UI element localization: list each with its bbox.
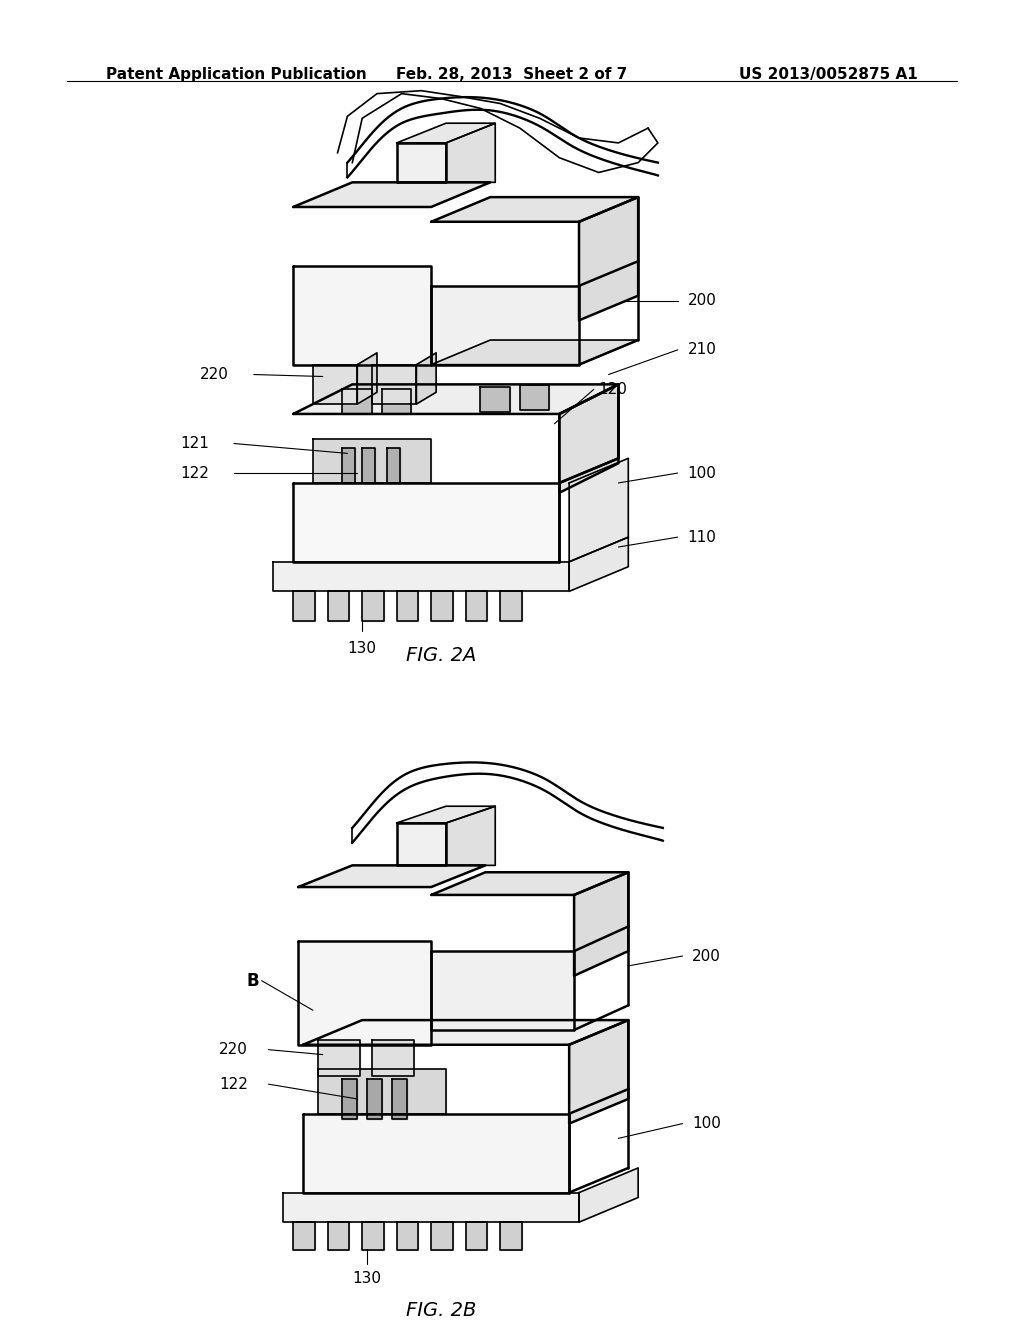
Polygon shape (317, 1040, 360, 1076)
Polygon shape (362, 449, 375, 483)
Polygon shape (313, 364, 357, 404)
Polygon shape (293, 384, 618, 414)
Polygon shape (569, 537, 629, 591)
Text: 130: 130 (352, 1271, 382, 1287)
Polygon shape (574, 873, 629, 975)
Polygon shape (293, 1222, 314, 1250)
Polygon shape (500, 1222, 522, 1250)
Polygon shape (500, 591, 522, 620)
Text: FIG. 2B: FIG. 2B (406, 1302, 476, 1320)
Polygon shape (293, 591, 314, 620)
Text: FIG. 2A: FIG. 2A (406, 645, 476, 664)
Text: 120: 120 (599, 381, 628, 397)
Polygon shape (313, 438, 431, 483)
Text: Patent Application Publication: Patent Application Publication (105, 67, 367, 82)
Polygon shape (466, 1222, 487, 1250)
Polygon shape (362, 1222, 384, 1250)
Polygon shape (431, 197, 638, 222)
Polygon shape (342, 1080, 357, 1118)
Polygon shape (417, 352, 436, 404)
Polygon shape (382, 389, 412, 414)
Text: 121: 121 (180, 436, 209, 451)
Text: 210: 210 (687, 342, 717, 358)
Polygon shape (431, 952, 574, 1030)
Polygon shape (303, 1020, 629, 1044)
Polygon shape (559, 384, 618, 483)
Polygon shape (273, 562, 569, 591)
Text: 200: 200 (692, 949, 721, 964)
Polygon shape (396, 591, 419, 620)
Polygon shape (298, 941, 431, 1044)
Polygon shape (342, 389, 372, 414)
Polygon shape (342, 449, 355, 483)
Polygon shape (480, 387, 510, 412)
Text: 220: 220 (200, 367, 228, 381)
Polygon shape (569, 458, 629, 562)
Polygon shape (431, 1222, 453, 1250)
Polygon shape (396, 822, 446, 866)
Polygon shape (431, 591, 453, 620)
Polygon shape (569, 1020, 629, 1123)
Polygon shape (284, 1192, 579, 1222)
Polygon shape (293, 267, 431, 364)
Text: US 2013/0052875 A1: US 2013/0052875 A1 (739, 67, 919, 82)
Polygon shape (520, 385, 550, 411)
Polygon shape (396, 143, 446, 182)
Polygon shape (362, 591, 384, 620)
Polygon shape (328, 591, 349, 620)
Polygon shape (396, 123, 496, 143)
Polygon shape (368, 1080, 382, 1118)
Polygon shape (446, 123, 496, 182)
Polygon shape (372, 364, 417, 404)
Polygon shape (396, 1222, 419, 1250)
Polygon shape (579, 1168, 638, 1222)
Polygon shape (396, 807, 496, 822)
Text: 100: 100 (687, 466, 717, 480)
Text: 200: 200 (687, 293, 717, 308)
Polygon shape (431, 341, 638, 364)
Text: 110: 110 (687, 529, 717, 545)
Polygon shape (372, 1040, 415, 1076)
Polygon shape (298, 866, 485, 887)
Polygon shape (431, 873, 629, 895)
Polygon shape (392, 1080, 407, 1118)
Polygon shape (466, 591, 487, 620)
Text: 122: 122 (219, 1077, 248, 1092)
Text: 122: 122 (180, 466, 209, 480)
Polygon shape (293, 483, 559, 562)
Text: 130: 130 (348, 640, 377, 656)
Polygon shape (317, 1069, 446, 1114)
Polygon shape (357, 352, 377, 404)
Polygon shape (303, 1114, 569, 1192)
Polygon shape (387, 449, 399, 483)
Polygon shape (431, 286, 579, 364)
Text: Feb. 28, 2013  Sheet 2 of 7: Feb. 28, 2013 Sheet 2 of 7 (396, 67, 628, 82)
Polygon shape (328, 1222, 349, 1250)
Polygon shape (446, 807, 496, 866)
Polygon shape (579, 197, 638, 321)
Polygon shape (559, 384, 618, 492)
Text: 220: 220 (219, 1043, 248, 1057)
Text: B: B (247, 972, 259, 990)
Text: 100: 100 (692, 1117, 721, 1131)
Polygon shape (293, 182, 490, 207)
